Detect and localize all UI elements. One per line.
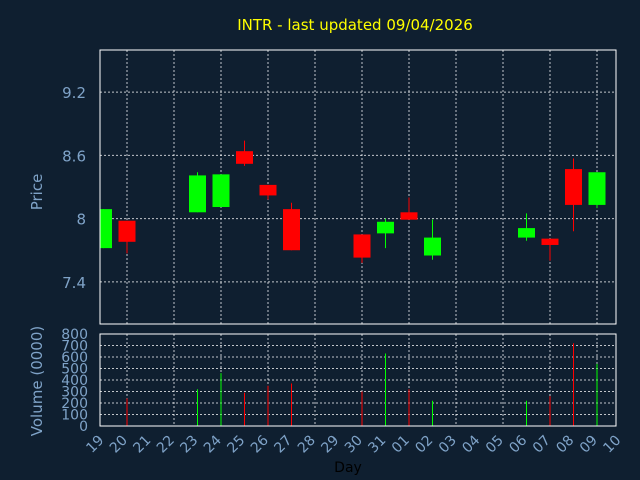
price-axis-label: Price bbox=[28, 174, 46, 211]
volume-tick-label: 200 bbox=[61, 396, 88, 412]
candle-body bbox=[189, 175, 206, 213]
volume-tick-label: 300 bbox=[61, 385, 88, 401]
x-tick-labels: 19 20 21 22 23 24 25 26 27 28 29 30 31 01 02 03 04 05 06 07… bbox=[83, 432, 624, 456]
candle-body bbox=[259, 184, 277, 196]
price-panel: 7.4 8 8.6 9.2 Price bbox=[28, 49, 617, 325]
candlestick-series bbox=[100, 140, 606, 263]
volume-series bbox=[126, 343, 598, 426]
volume-tick-label: 100 bbox=[61, 408, 88, 424]
candle-body bbox=[353, 234, 371, 258]
price-tick-label: 9.2 bbox=[62, 84, 86, 102]
price-tick-label: 7.4 bbox=[62, 274, 86, 292]
candle-body bbox=[100, 209, 112, 249]
candle-body bbox=[541, 238, 559, 245]
x-axis-label: Day bbox=[334, 460, 362, 476]
chart-title: INTR - last updated 09/04/2026 bbox=[237, 16, 473, 34]
candle-body bbox=[212, 174, 230, 208]
price-tick-label: 8.6 bbox=[62, 147, 86, 165]
volume-tick-label: 400 bbox=[61, 373, 88, 389]
volume-plot-border bbox=[99, 333, 617, 427]
volume-tick-label: 500 bbox=[61, 362, 88, 378]
volume-tick-label: 700 bbox=[61, 339, 88, 355]
candle-body bbox=[377, 221, 394, 234]
candle-body bbox=[400, 212, 418, 220]
volume-tick-label: 600 bbox=[61, 350, 88, 366]
candle-body bbox=[588, 172, 606, 205]
candle-body bbox=[565, 169, 582, 205]
candle-body bbox=[236, 151, 253, 164]
candle-body bbox=[518, 228, 535, 238]
volume-tick-label: 0 bbox=[79, 419, 88, 435]
candle-body bbox=[283, 209, 300, 251]
price-plot-border bbox=[99, 49, 617, 325]
candle-body bbox=[118, 220, 136, 242]
volume-tick-label: 800 bbox=[61, 327, 88, 343]
price-tick-label: 8 bbox=[76, 211, 86, 229]
volume-axis-label: Volume (0000) bbox=[28, 326, 46, 436]
candle-body bbox=[424, 237, 441, 256]
price-tick-labels: 7.4 8 8.6 9.2 bbox=[62, 84, 86, 292]
